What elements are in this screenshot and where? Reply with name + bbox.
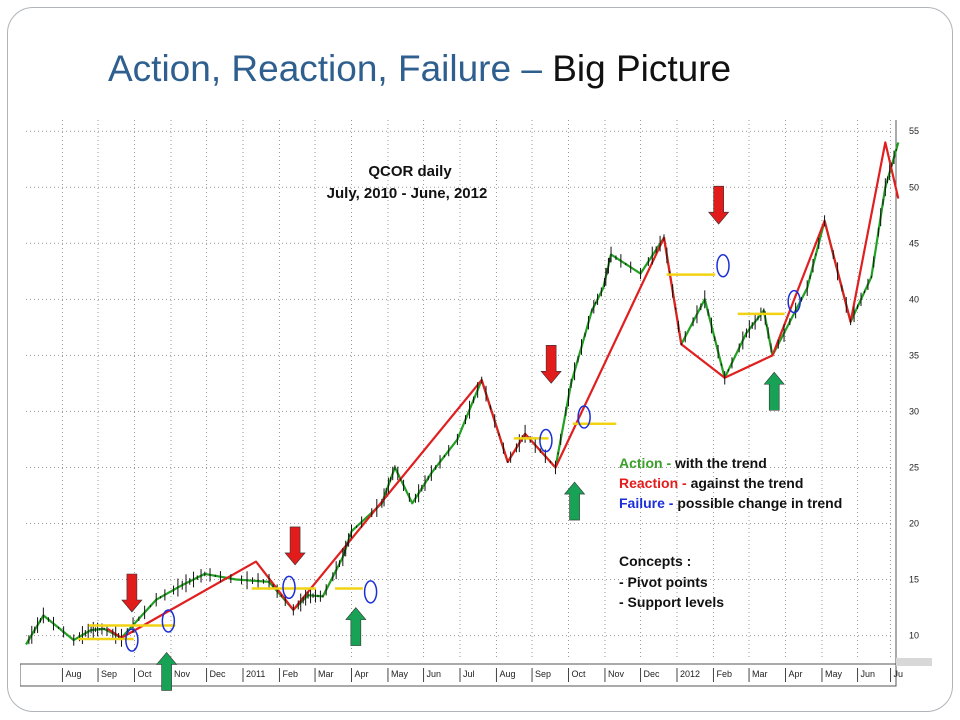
down-arrow-icon bbox=[284, 526, 306, 566]
failure-circle bbox=[363, 580, 378, 604]
up-arrow-icon bbox=[345, 607, 367, 646]
price-chart: 10 15 20 25 30 35 40 45 50 55 Aug Sep Oct Nov Dec 2011 F… bbox=[20, 120, 932, 691]
chart-subtitle: July, 2010 - June, 2012 bbox=[327, 185, 488, 202]
x-tick-label: Aug bbox=[65, 669, 81, 679]
legend-entry: Failure - possible change in trend bbox=[619, 495, 842, 511]
x-tick-label: Mar bbox=[752, 669, 768, 679]
x-tick-label: Feb bbox=[716, 669, 732, 679]
concepts-item: - Pivot points bbox=[619, 574, 708, 590]
failure-circle bbox=[125, 628, 139, 652]
y-tick-label: 15 bbox=[909, 575, 919, 585]
x-tick-label: Oct bbox=[138, 669, 153, 679]
x-tick-label: Jun bbox=[427, 669, 442, 679]
y-tick-label: 25 bbox=[909, 462, 919, 472]
legend-key: Action - bbox=[619, 455, 675, 471]
up-arrow-icon bbox=[155, 651, 178, 691]
y-tick-label: 45 bbox=[909, 238, 919, 248]
up-arrow-icon bbox=[763, 371, 785, 411]
legend-desc: possible change in trend bbox=[677, 495, 842, 511]
x-tick-label: Mar bbox=[318, 669, 334, 679]
x-tick-label: Apr bbox=[789, 669, 803, 679]
failure-circle bbox=[539, 428, 553, 453]
y-tick-label: 50 bbox=[909, 182, 919, 192]
x-axis-bar bbox=[20, 663, 897, 687]
x-tick-label: Dec bbox=[644, 669, 661, 679]
legend-entry: Reaction - against the trend bbox=[619, 475, 803, 491]
legend-entry: Action - with the trend bbox=[619, 455, 767, 471]
axis-corner bbox=[896, 658, 932, 666]
x-tick-label: Feb bbox=[282, 669, 298, 679]
slide-title: Action, Reaction, Failure – Big Picture bbox=[108, 48, 731, 90]
y-tick-label: 10 bbox=[909, 631, 919, 641]
failure-circle bbox=[161, 609, 176, 633]
x-tick-label: 2011 bbox=[246, 669, 265, 679]
legend-desc: against the trend bbox=[691, 475, 804, 491]
chart-title: QCOR daily bbox=[368, 163, 452, 180]
x-tick-label: Apr bbox=[355, 669, 369, 679]
concepts-heading: Concepts : bbox=[619, 553, 691, 569]
x-tick-label: Dec bbox=[210, 669, 227, 679]
y-tick-label: 40 bbox=[909, 294, 919, 304]
x-tick-label: 2012 bbox=[680, 669, 700, 679]
title-emphasis: Big Picture bbox=[552, 48, 732, 89]
y-tick-label: 55 bbox=[909, 126, 919, 136]
y-tick-label: 35 bbox=[909, 350, 919, 360]
title-main: Action, Reaction, Failure – bbox=[108, 48, 542, 89]
x-tick-label: Aug bbox=[499, 669, 515, 679]
x-tick-label: Nov bbox=[174, 669, 191, 679]
up-arrow-icon bbox=[563, 481, 586, 521]
failure-circle bbox=[716, 253, 730, 278]
failure-circle bbox=[787, 289, 801, 314]
down-arrow-icon bbox=[121, 573, 143, 613]
x-tick-label: May bbox=[825, 669, 843, 679]
x-tick-label: Sep bbox=[535, 669, 551, 679]
legend-key: Reaction - bbox=[619, 475, 691, 491]
x-tick-label: Ju bbox=[894, 669, 904, 679]
x-tick-label: Nov bbox=[608, 669, 625, 679]
grid bbox=[26, 120, 894, 658]
x-tick-label: Jul bbox=[463, 669, 475, 679]
x-tick-label: May bbox=[391, 669, 409, 679]
y-tick-label: 20 bbox=[909, 519, 919, 529]
concepts-item: - Support levels bbox=[619, 594, 724, 610]
y-tick-label: 30 bbox=[909, 406, 919, 416]
x-tick-label: Jun bbox=[861, 669, 876, 679]
down-arrow-icon bbox=[540, 345, 562, 384]
x-tick-label: Sep bbox=[101, 669, 117, 679]
legend-desc: with the trend bbox=[674, 455, 767, 471]
legend-key: Failure - bbox=[619, 495, 677, 511]
failure-circle bbox=[577, 405, 591, 429]
failure-circle bbox=[282, 575, 296, 600]
x-tick-label: Oct bbox=[572, 669, 587, 679]
down-arrow-icon bbox=[708, 185, 730, 225]
